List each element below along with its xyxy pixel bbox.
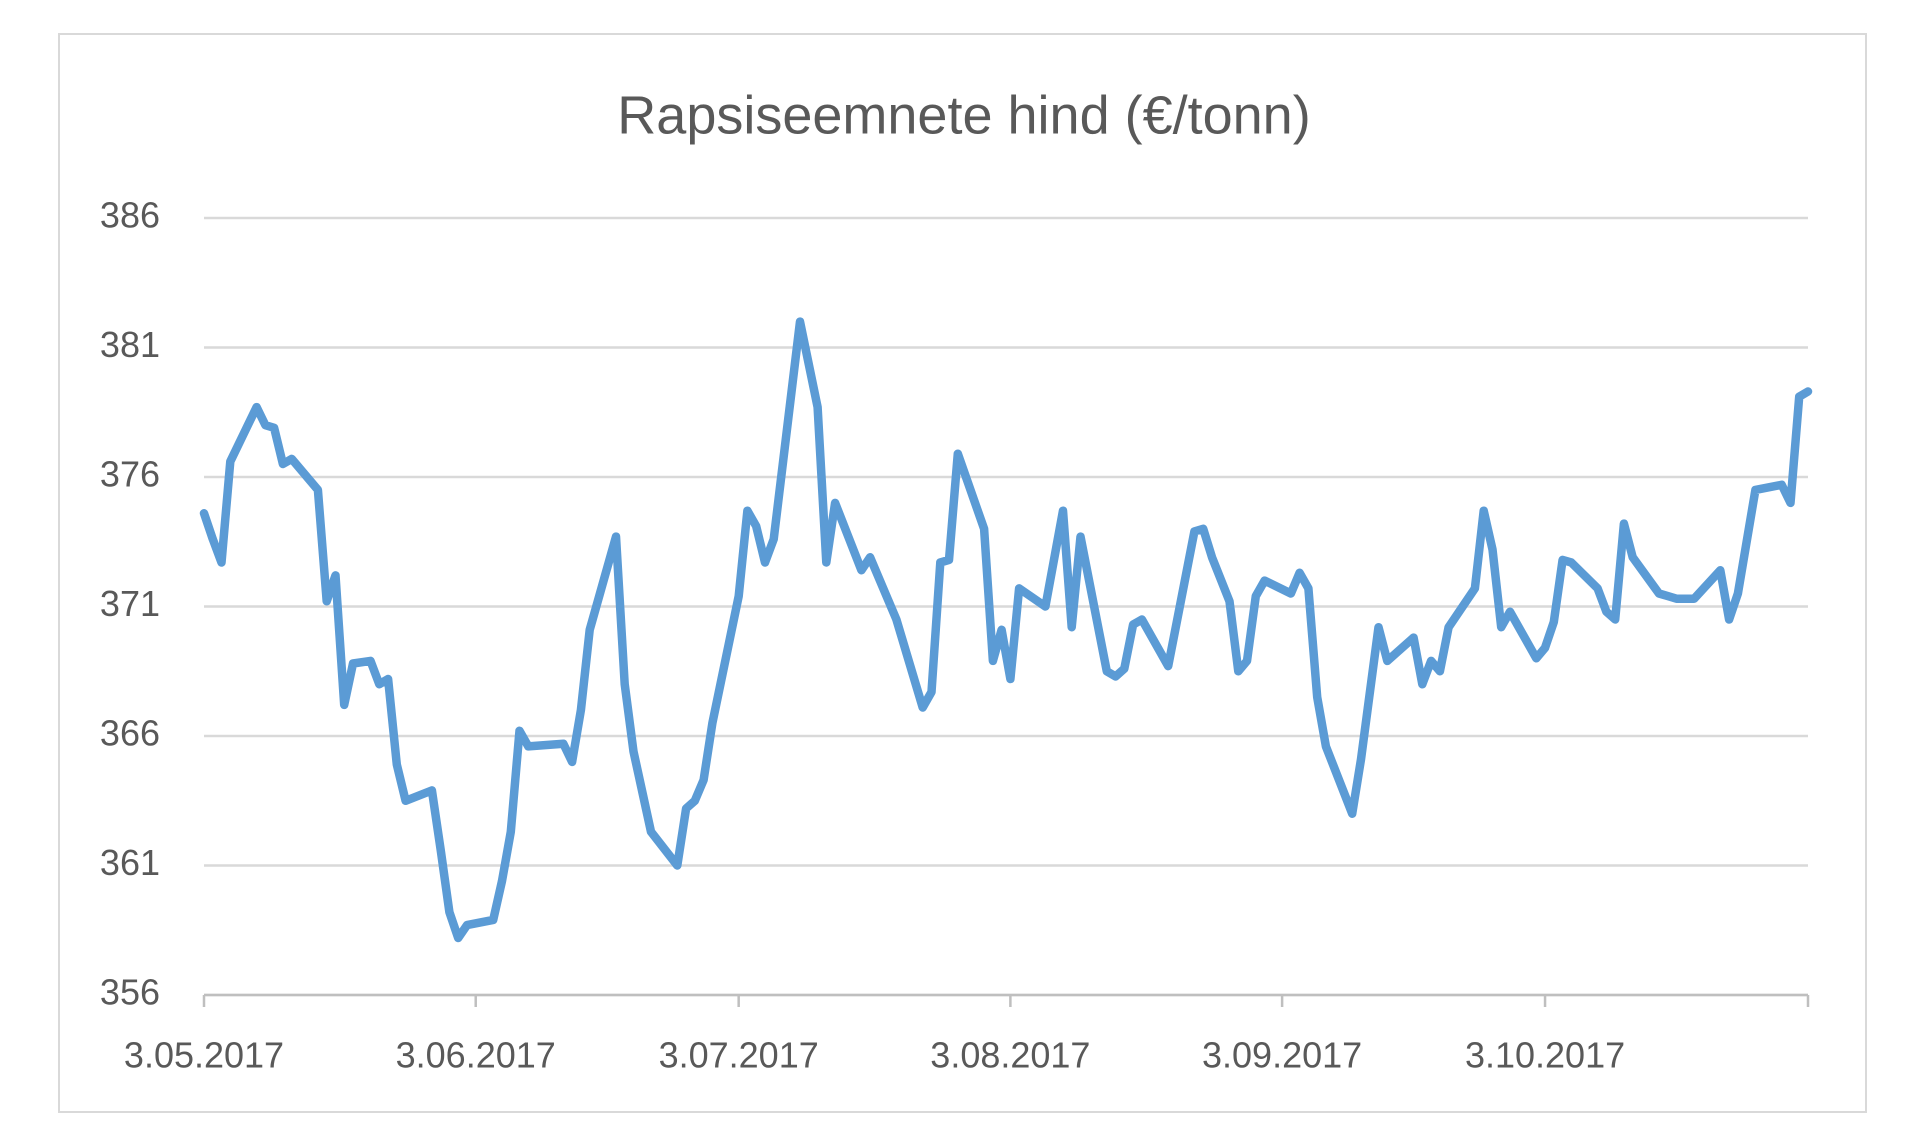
y-tick-label: 371	[100, 583, 160, 624]
y-tick-label: 376	[100, 454, 160, 495]
y-tick-label: 361	[100, 842, 160, 883]
x-tick-label: 3.10.2017	[1465, 1035, 1625, 1076]
x-tick-label: 3.05.2017	[124, 1035, 284, 1076]
x-tick-label: 3.06.2017	[396, 1035, 556, 1076]
chart-frame	[58, 33, 1867, 1113]
y-tick-label: 356	[100, 972, 160, 1013]
y-tick-label: 386	[100, 195, 160, 236]
y-tick-label: 366	[100, 713, 160, 754]
y-tick-label: 381	[100, 324, 160, 365]
x-tick-label: 3.07.2017	[659, 1035, 819, 1076]
x-tick-label: 3.09.2017	[1202, 1035, 1362, 1076]
data-line	[199, 317, 1813, 943]
chart-title: Rapsiseemnete hind (€/tonn)	[617, 85, 1310, 145]
x-tick-label: 3.08.2017	[930, 1035, 1090, 1076]
